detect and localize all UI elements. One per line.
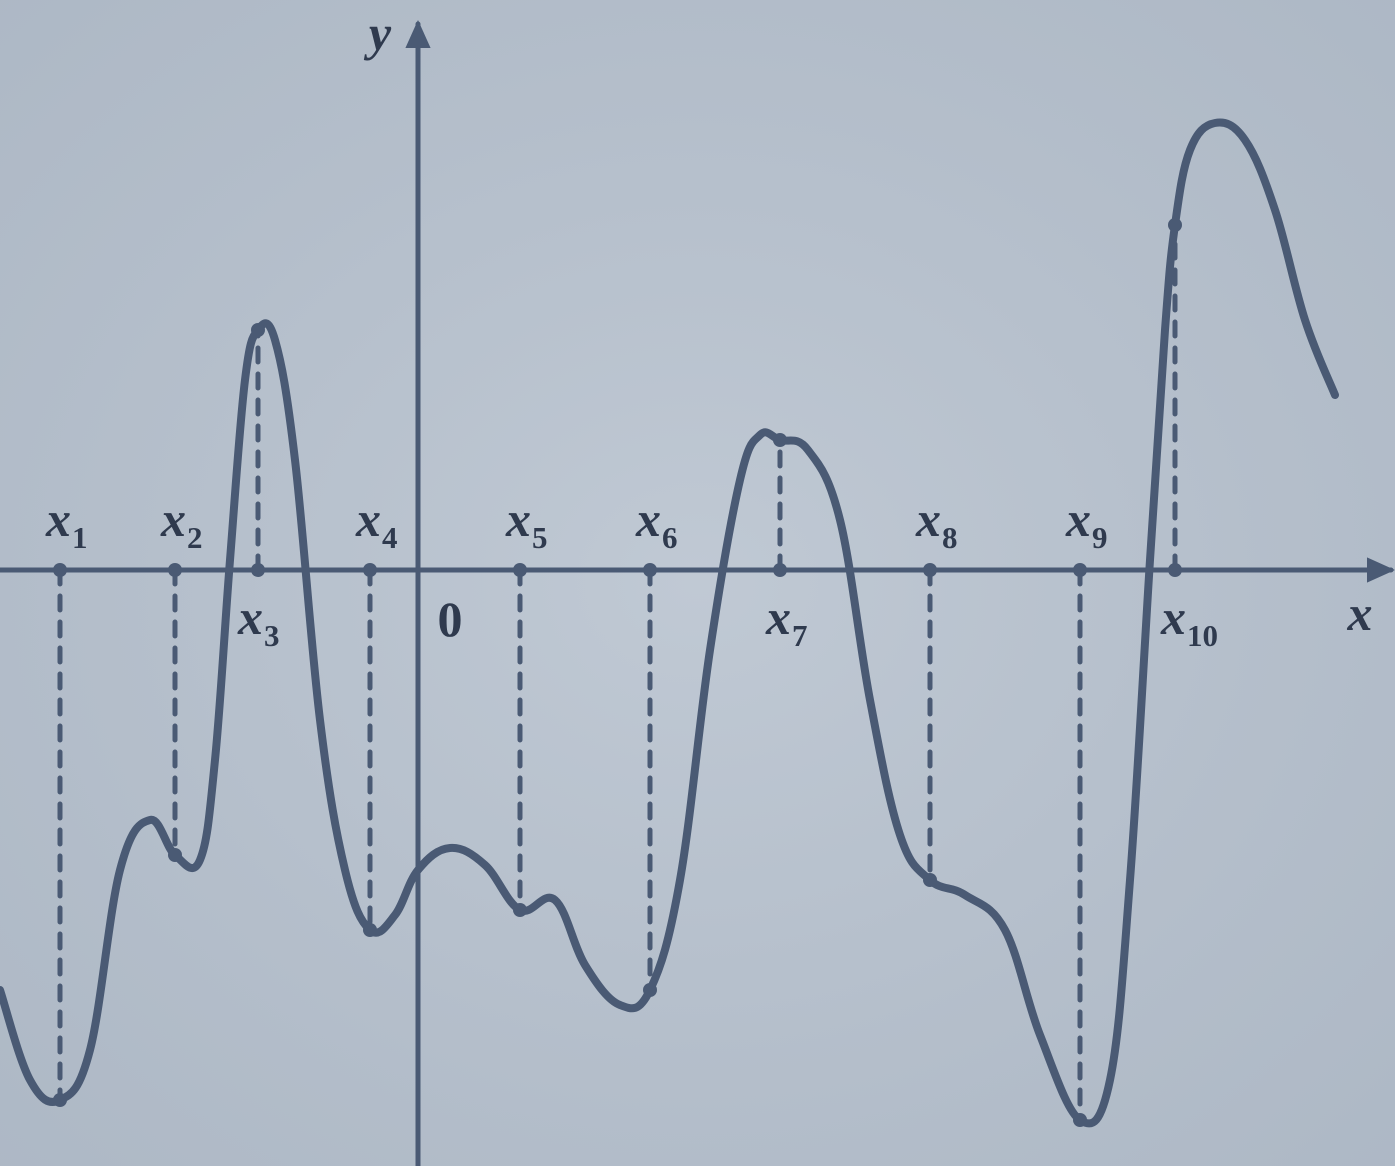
tick-dot-x10 [1168, 563, 1182, 577]
curve-point-x2 [168, 848, 182, 862]
curve-point-x6 [643, 983, 657, 997]
tick-label-subscript: 8 [942, 520, 958, 555]
tick-label-subscript: 6 [662, 520, 678, 555]
tick-label-subscript: 2 [187, 520, 203, 555]
tick-label-subscript: 1 [72, 520, 88, 555]
curve-point-x5 [513, 903, 527, 917]
tick-label-letter: x [355, 491, 381, 547]
y-axis-label: y [364, 5, 392, 61]
tick-label-subscript: 7 [792, 618, 808, 653]
tick-dot-x6 [643, 563, 657, 577]
curve-point-x3 [251, 323, 265, 337]
chart-svg: x1x2x3x4x5x6x7x8x9x10yx0 [0, 0, 1395, 1166]
tick-label-letter: x [1160, 589, 1186, 645]
curve-point-x9 [1073, 1113, 1087, 1127]
curve-point-x7 [773, 433, 787, 447]
tick-dot-x5 [513, 563, 527, 577]
tick-label-letter: x [1065, 491, 1091, 547]
curve-point-x10 [1168, 218, 1182, 232]
tick-label-subscript: 9 [1092, 520, 1108, 555]
curve-point-x1 [53, 1093, 67, 1107]
tick-label-subscript: 5 [532, 520, 548, 555]
function-graph-chart: x1x2x3x4x5x6x7x8x9x10yx0 [0, 0, 1395, 1166]
tick-label-letter: x [237, 589, 263, 645]
tick-label-letter: x [635, 491, 661, 547]
tick-label-letter: x [45, 491, 71, 547]
tick-label-subscript: 10 [1187, 618, 1218, 653]
tick-dot-x4 [363, 563, 377, 577]
tick-label-letter: x [505, 491, 531, 547]
tick-dot-x3 [251, 563, 265, 577]
tick-dot-x1 [53, 563, 67, 577]
curve-point-x8 [923, 873, 937, 887]
tick-dot-x9 [1073, 563, 1087, 577]
tick-label-letter: x [160, 491, 186, 547]
x-axis-label: x [1347, 585, 1373, 641]
tick-label-subscript: 4 [382, 520, 398, 555]
tick-label-letter: x [915, 491, 941, 547]
origin-label: 0 [438, 591, 463, 647]
tick-dot-x8 [923, 563, 937, 577]
tick-dot-x7 [773, 563, 787, 577]
tick-dot-x2 [168, 563, 182, 577]
tick-label-letter: x [765, 589, 791, 645]
curve-point-x4 [363, 923, 377, 937]
tick-label-subscript: 3 [264, 618, 280, 653]
